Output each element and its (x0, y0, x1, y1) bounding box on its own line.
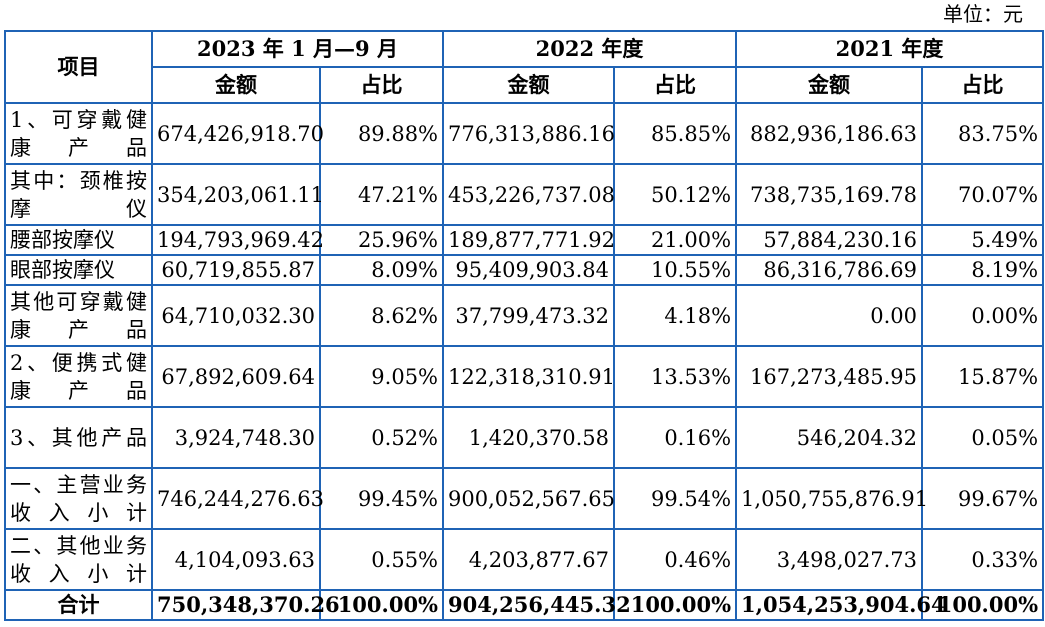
row-item-label: 眼部按摩仪 (4, 254, 153, 286)
total-amount-cell: 750,348,370.26 (151, 589, 340, 621)
row-item-label: 1、可穿戴健康产品 (4, 102, 153, 165)
amount-cell: 354,203,061.11 (151, 163, 324, 226)
ratio-cell: 8.62% (318, 284, 445, 347)
row-item-label: 二、其他业务收入小计 (4, 528, 153, 591)
amount-cell: 4,203,877.67 (442, 528, 616, 591)
header-period-2022: 2022 年度 (442, 30, 738, 68)
header-amount: 金额 (735, 66, 924, 104)
amount-cell: 122,318,310.91 (442, 345, 616, 408)
ratio-cell: 0.46% (613, 528, 738, 591)
row-item-label: 其他可穿戴健康产品 (4, 284, 153, 347)
table-row: 其他可穿戴健康产品 64,710,032.30 8.62% 37,799,473… (4, 284, 1045, 347)
total-ratio-cell: 100.00% (613, 589, 738, 621)
ratio-cell: 83.75% (921, 102, 1045, 165)
ratio-cell: 0.16% (613, 406, 738, 469)
ratio-cell: 25.96% (318, 224, 445, 256)
table-row: 二、其他业务收入小计 4,104,093.63 0.55% 4,203,877.… (4, 528, 1045, 591)
ratio-cell: 99.54% (613, 467, 738, 530)
header-ratio: 占比 (318, 66, 445, 104)
total-amount-cell: 904,256,445.32 (442, 589, 631, 621)
ratio-cell: 4.18% (613, 284, 738, 347)
ratio-cell: 0.00% (921, 284, 1045, 347)
ratio-cell: 9.05% (318, 345, 445, 408)
unit-label: 单位：元 (943, 2, 1023, 26)
amount-cell: 0.00 (735, 284, 924, 347)
amount-cell: 1,420,370.58 (442, 406, 616, 469)
amount-cell: 37,799,473.32 (442, 284, 616, 347)
amount-cell: 776,313,886.16 (442, 102, 616, 165)
ratio-cell: 70.07% (921, 163, 1045, 226)
ratio-cell: 10.55% (613, 254, 738, 286)
ratio-cell: 99.67% (921, 467, 1045, 530)
ratio-cell: 8.19% (921, 254, 1045, 286)
row-item-label: 一、主营业务收入小计 (4, 467, 153, 530)
amount-cell: 882,936,186.63 (735, 102, 924, 165)
table-row: 1、可穿戴健康产品 674,426,918.70 89.88% 776,313,… (4, 102, 1045, 165)
ratio-cell: 21.00% (613, 224, 738, 256)
table-row: 其中：颈椎按摩仪 354,203,061.11 47.21% 453,226,7… (4, 163, 1045, 226)
amount-cell: 64,710,032.30 (151, 284, 321, 347)
ratio-cell: 89.88% (318, 102, 445, 165)
amount-cell: 194,793,969.42 (151, 224, 324, 256)
amount-cell: 4,104,093.63 (151, 528, 321, 591)
header-item: 项目 (4, 30, 153, 104)
row-item-label: 腰部按摩仪 (4, 224, 153, 256)
ratio-cell: 50.12% (613, 163, 738, 226)
total-ratio-cell: 100.00% (921, 589, 1045, 621)
ratio-cell: 15.87% (921, 345, 1045, 408)
table-row: 眼部按摩仪 60,719,855.87 8.09% 95,409,903.84 … (4, 254, 1045, 286)
total-row: 合计 750,348,370.26 100.00% 904,256,445.32… (4, 589, 1045, 621)
header-ratio: 占比 (921, 66, 1045, 104)
revenue-table: 项目 2023 年 1 月—9 月 2022 年度 2021 年度 金额 占比 … (4, 30, 1045, 621)
row-item-label: 3、其他产品 (4, 406, 153, 469)
amount-cell: 546,204.32 (735, 406, 924, 469)
total-amount-cell: 1,054,253,904.64 (735, 589, 946, 621)
total-label: 合计 (4, 589, 153, 621)
header-ratio: 占比 (613, 66, 738, 104)
table-row: 腰部按摩仪 194,793,969.42 25.96% 189,877,771.… (4, 224, 1045, 256)
header-amount: 金额 (151, 66, 321, 104)
row-item-label: 2、便携式健康产品 (4, 345, 153, 408)
table-row: 一、主营业务收入小计 746,244,276.63 99.45% 900,052… (4, 467, 1045, 530)
ratio-cell: 0.33% (921, 528, 1045, 591)
amount-cell: 746,244,276.63 (151, 467, 324, 530)
header-amount: 金额 (442, 66, 616, 104)
ratio-cell: 13.53% (613, 345, 738, 408)
ratio-cell: 0.55% (318, 528, 445, 591)
amount-cell: 900,052,567.65 (442, 467, 616, 530)
amount-cell: 738,735,169.78 (735, 163, 924, 226)
amount-cell: 3,924,748.30 (151, 406, 321, 469)
header-period-2021: 2021 年度 (735, 30, 1045, 68)
amount-cell: 674,426,918.70 (151, 102, 324, 165)
amount-cell: 60,719,855.87 (151, 254, 321, 286)
ratio-cell: 99.45% (318, 467, 445, 530)
ratio-cell: 85.85% (613, 102, 738, 165)
amount-cell: 95,409,903.84 (442, 254, 616, 286)
ratio-cell: 5.49% (921, 224, 1045, 256)
row-item-label: 其中：颈椎按摩仪 (4, 163, 153, 226)
amount-cell: 57,884,230.16 (735, 224, 924, 256)
amount-cell: 3,498,027.73 (735, 528, 924, 591)
amount-cell: 1,050,755,876.91 (735, 467, 928, 530)
ratio-cell: 0.05% (921, 406, 1045, 469)
amount-cell: 167,273,485.95 (735, 345, 924, 408)
ratio-cell: 0.52% (318, 406, 445, 469)
ratio-cell: 8.09% (318, 254, 445, 286)
table-row: 2、便携式健康产品 67,892,609.64 9.05% 122,318,31… (4, 345, 1045, 408)
header-period-2023: 2023 年 1 月—9 月 (150, 30, 445, 68)
total-ratio-cell: 100.00% (318, 589, 445, 621)
amount-cell: 453,226,737.08 (442, 163, 616, 226)
amount-cell: 67,892,609.64 (151, 345, 321, 408)
table-row: 3、其他产品 3,924,748.30 0.52% 1,420,370.58 0… (4, 406, 1045, 469)
amount-cell: 86,316,786.69 (735, 254, 924, 286)
amount-cell: 189,877,771.92 (442, 224, 616, 256)
ratio-cell: 47.21% (318, 163, 445, 226)
